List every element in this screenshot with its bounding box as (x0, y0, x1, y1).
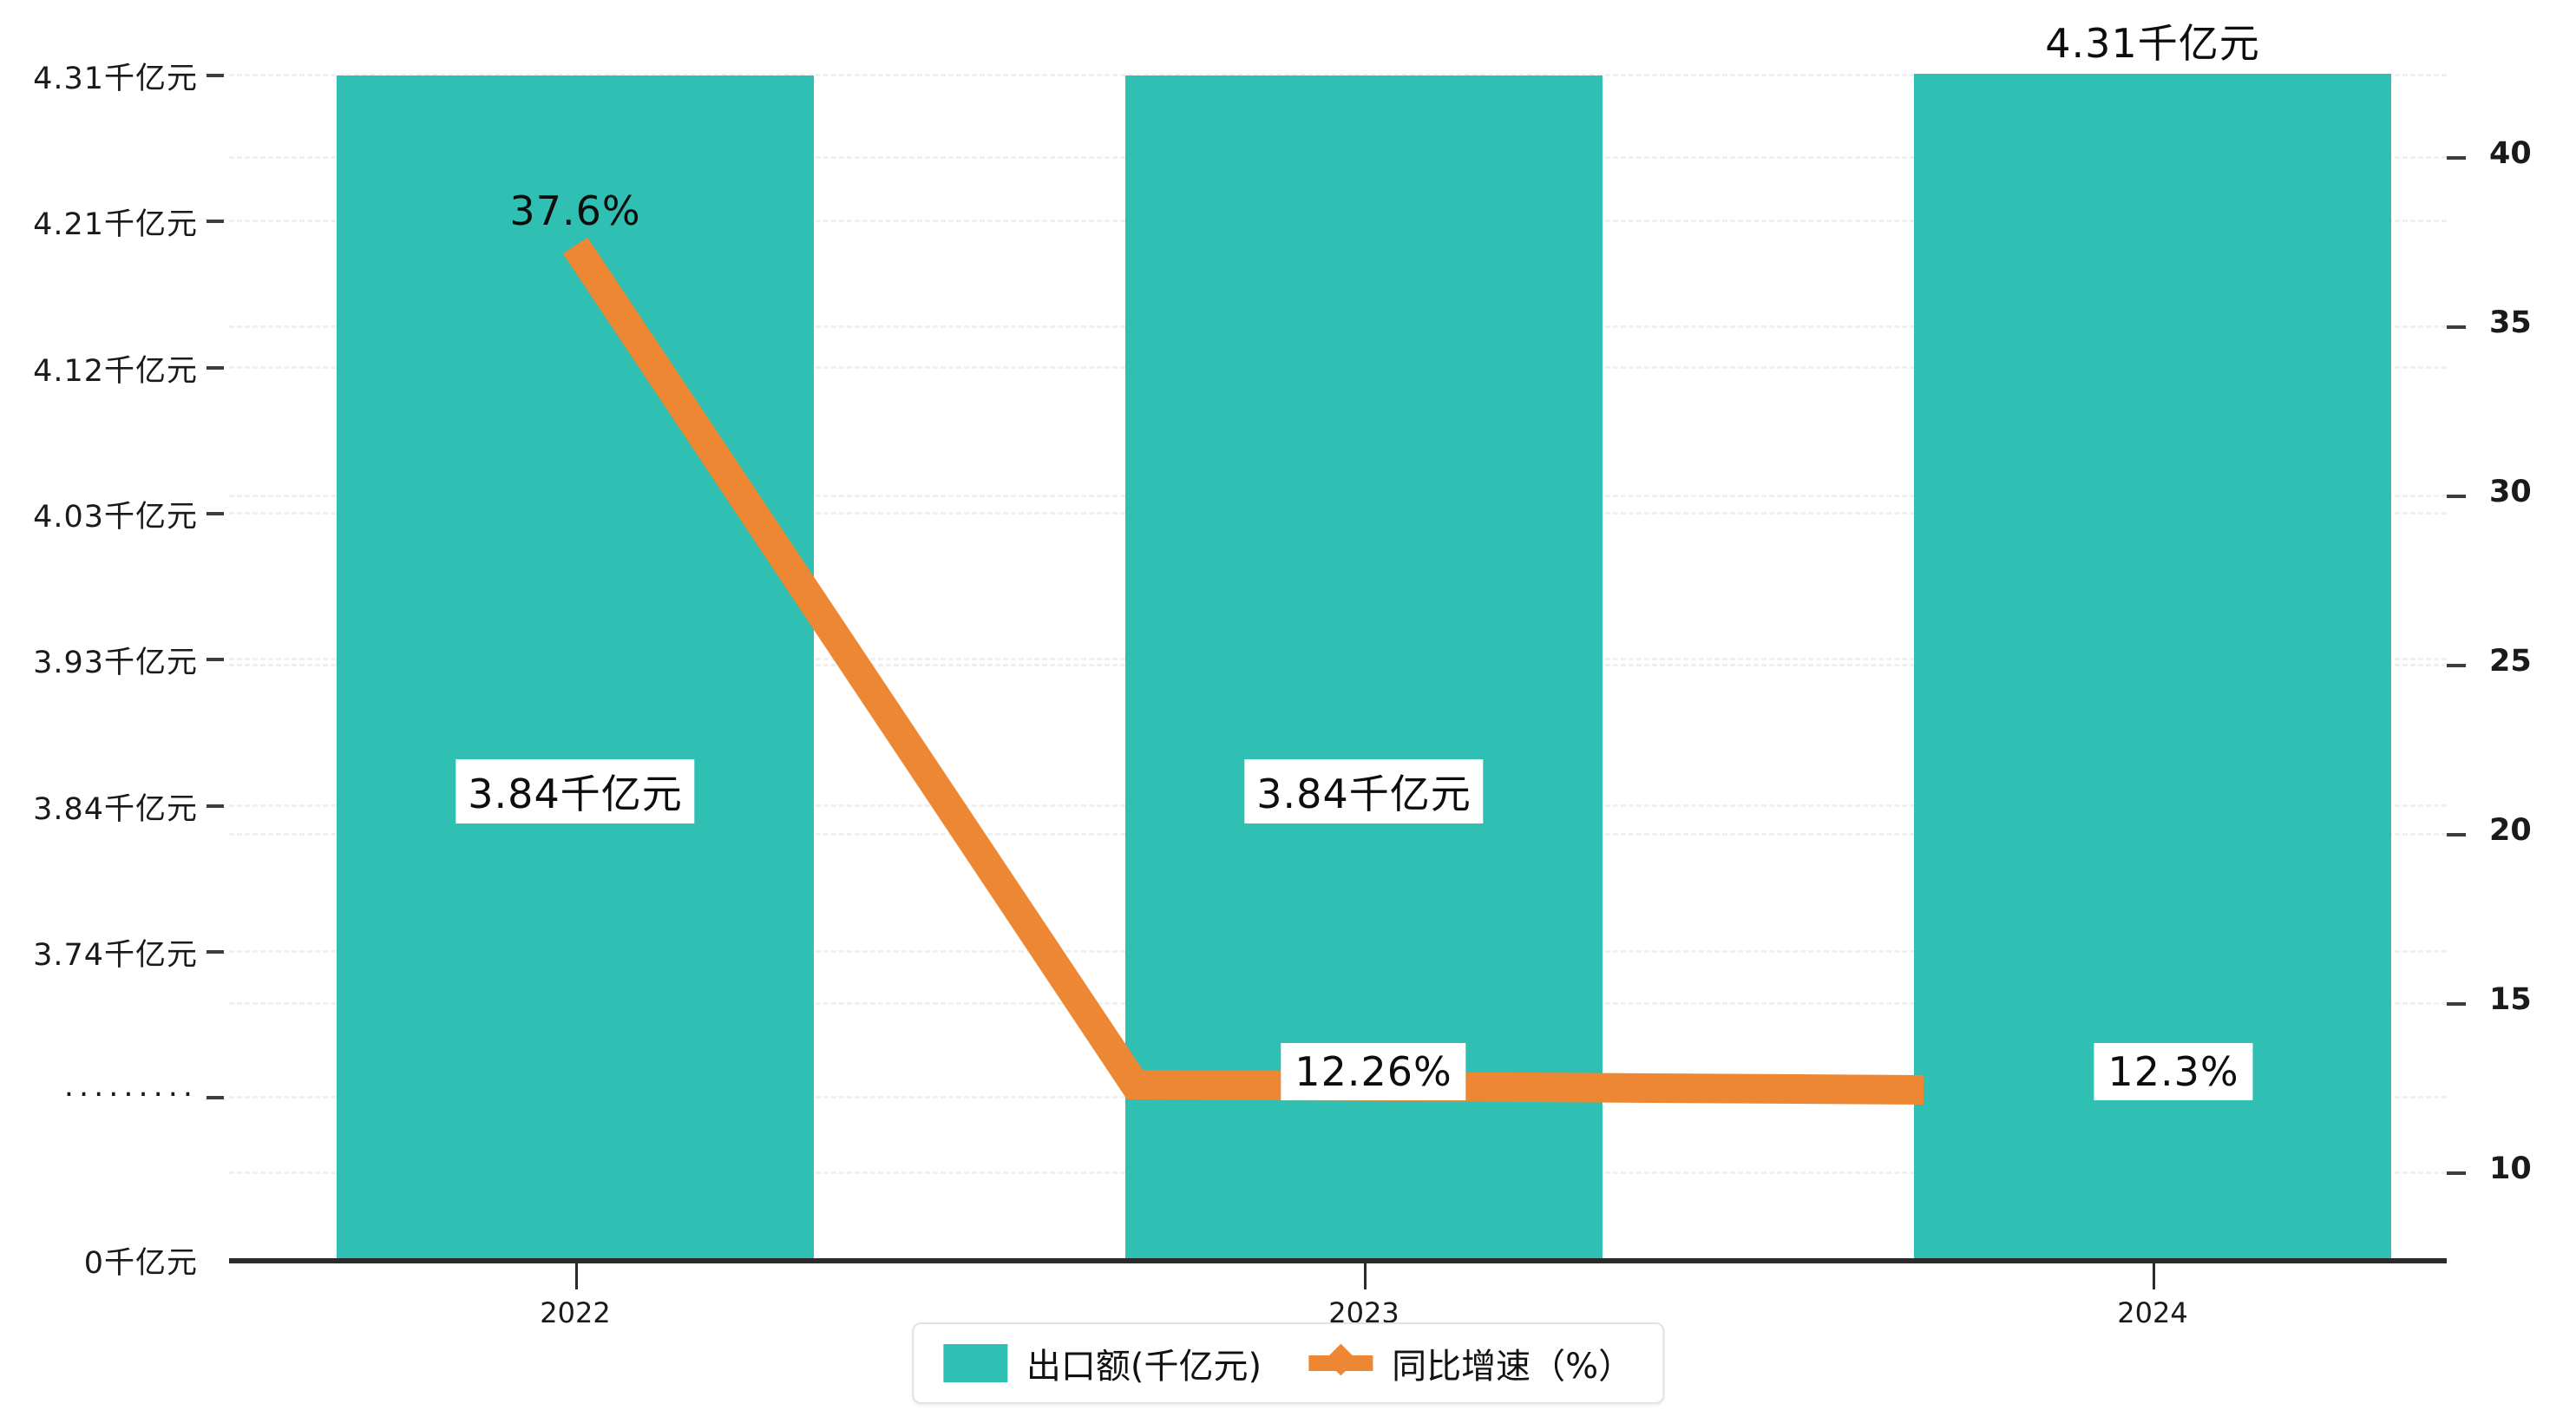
y-axis-right-label: 40 (2489, 136, 2532, 171)
legend-label-export-value: 出口额(千亿元) (1026, 1347, 1262, 1387)
legend-item-growth-rate[interactable]: 同比增速（%） (1308, 1338, 1633, 1388)
y-tick-right (2447, 664, 2466, 667)
x-axis-label-2022: 2022 (540, 1296, 611, 1329)
y-tick-right (2447, 495, 2466, 498)
gridline (229, 74, 2447, 76)
y-tick-left (206, 1096, 224, 1099)
bar-value-label-2023: 3.84千亿元 (1244, 759, 1484, 823)
y-tick-right (2447, 325, 2466, 329)
y-axis-left-label: 4.21千亿元 (33, 207, 198, 242)
x-axis-line (229, 1258, 2447, 1263)
y-tick-right (2447, 1002, 2466, 1006)
y-axis-left-label: 4.03千亿元 (33, 500, 198, 535)
y-tick-left (206, 512, 224, 515)
y-tick-right (2447, 833, 2466, 836)
y-tick-left (206, 804, 224, 808)
line-value-label-2024: 12.3% (2094, 1043, 2253, 1100)
y-tick-left (206, 658, 224, 661)
y-axis-left-label-zero: 0千亿元 (83, 1246, 198, 1281)
y-axis-left-label: 3.84千亿元 (33, 792, 198, 827)
y-axis-left-label: 4.12千亿元 (33, 354, 198, 389)
y-axis-left-label: 3.74千亿元 (33, 938, 198, 973)
x-axis-label-2024: 2024 (2117, 1296, 2188, 1329)
bar-value-label-2024: 4.31千亿元 (2033, 9, 2272, 73)
x-tick (2153, 1260, 2155, 1289)
y-axis-left-label: 4.31千亿元 (33, 62, 198, 96)
y-axis-left-label-ellipsis: ......... (63, 1069, 198, 1104)
y-axis-right-label: 25 (2489, 644, 2532, 679)
legend-line-swatch-icon (1308, 1343, 1373, 1376)
legend-bar-swatch-icon (942, 1344, 1007, 1382)
y-tick-left (206, 220, 224, 223)
y-tick-right (2447, 1171, 2466, 1175)
bar-2022[interactable] (337, 75, 814, 1260)
y-axis-right-label: 35 (2489, 305, 2532, 340)
legend-item-export-value[interactable]: 出口额(千亿元) (942, 1338, 1262, 1388)
y-axis-right-label: 20 (2489, 813, 2532, 848)
y-axis-left-label: 3.93千亿元 (33, 646, 198, 680)
bar-value-label-2022: 3.84千亿元 (456, 759, 695, 823)
y-axis-right-label: 30 (2489, 475, 2532, 509)
y-axis-right-label: 10 (2489, 1151, 2532, 1186)
y-tick-right (2447, 156, 2466, 160)
y-tick-left (206, 366, 224, 370)
legend: 出口额(千亿元) 同比增速（%） (911, 1322, 1665, 1404)
y-axis-right-label: 15 (2489, 982, 2532, 1017)
x-tick (1364, 1260, 1367, 1289)
x-tick (575, 1260, 578, 1289)
line-value-label-2023: 12.26% (1281, 1043, 1466, 1100)
legend-label-growth-rate: 同比增速（%） (1392, 1347, 1634, 1387)
y-tick-left (206, 950, 224, 954)
y-tick-left (206, 74, 224, 77)
line-value-label-2022: 37.6% (509, 187, 641, 234)
